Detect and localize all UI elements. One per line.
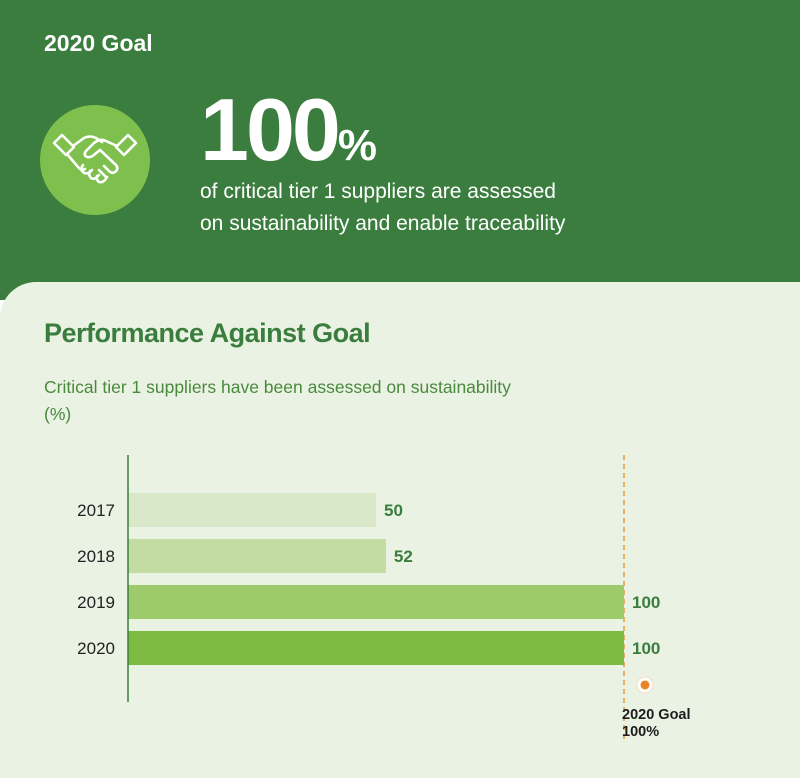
goal-description: of critical tier 1 suppliers are assesse… [200, 176, 740, 240]
big-number-unit: % [337, 121, 377, 170]
bar-2020 [128, 631, 624, 665]
goal-caption-line1: 2020 Goal [622, 707, 691, 723]
goal-description-line1: of critical tier 1 suppliers are assesse… [200, 180, 556, 203]
big-number-value: 100 [200, 80, 341, 179]
category-label-2017: 2017 [77, 501, 115, 520]
goal-marker-caption: 2020 Goal 100% [622, 707, 691, 741]
performance-panel [0, 282, 800, 778]
bar-2019 [128, 585, 624, 619]
value-label-2020: 100 [632, 639, 660, 658]
value-label-2017: 50 [384, 501, 403, 520]
goal-marker-dot [640, 680, 650, 690]
chart-title: Critical tier 1 suppliers have been asse… [44, 377, 511, 397]
value-label-2019: 100 [632, 593, 660, 612]
chart-unit: (%) [44, 404, 72, 424]
big-percentage: 100% [200, 86, 377, 174]
category-label-2019: 2019 [77, 593, 115, 612]
bar-2017 [128, 493, 376, 527]
goal-header: 2020 Goal 100% of critical tier 1 suppli… [0, 0, 800, 300]
goal-label: 2020 Goal [44, 30, 153, 56]
goal-description-line2: on sustainability and enable traceabilit… [200, 212, 566, 235]
bar-2018 [128, 539, 386, 573]
section-title: Performance Against Goal [44, 318, 371, 348]
handshake-icon [40, 105, 150, 215]
chart-subtitle: Critical tier 1 suppliers have been asse… [44, 374, 624, 428]
value-label-2018: 52 [394, 547, 413, 566]
bar-chart: 2017 50 2018 52 2019 100 2020 100 [77, 455, 660, 740]
goal-caption-line2: 100% [622, 724, 660, 740]
category-label-2020: 2020 [77, 639, 115, 658]
category-label-2018: 2018 [77, 547, 115, 566]
